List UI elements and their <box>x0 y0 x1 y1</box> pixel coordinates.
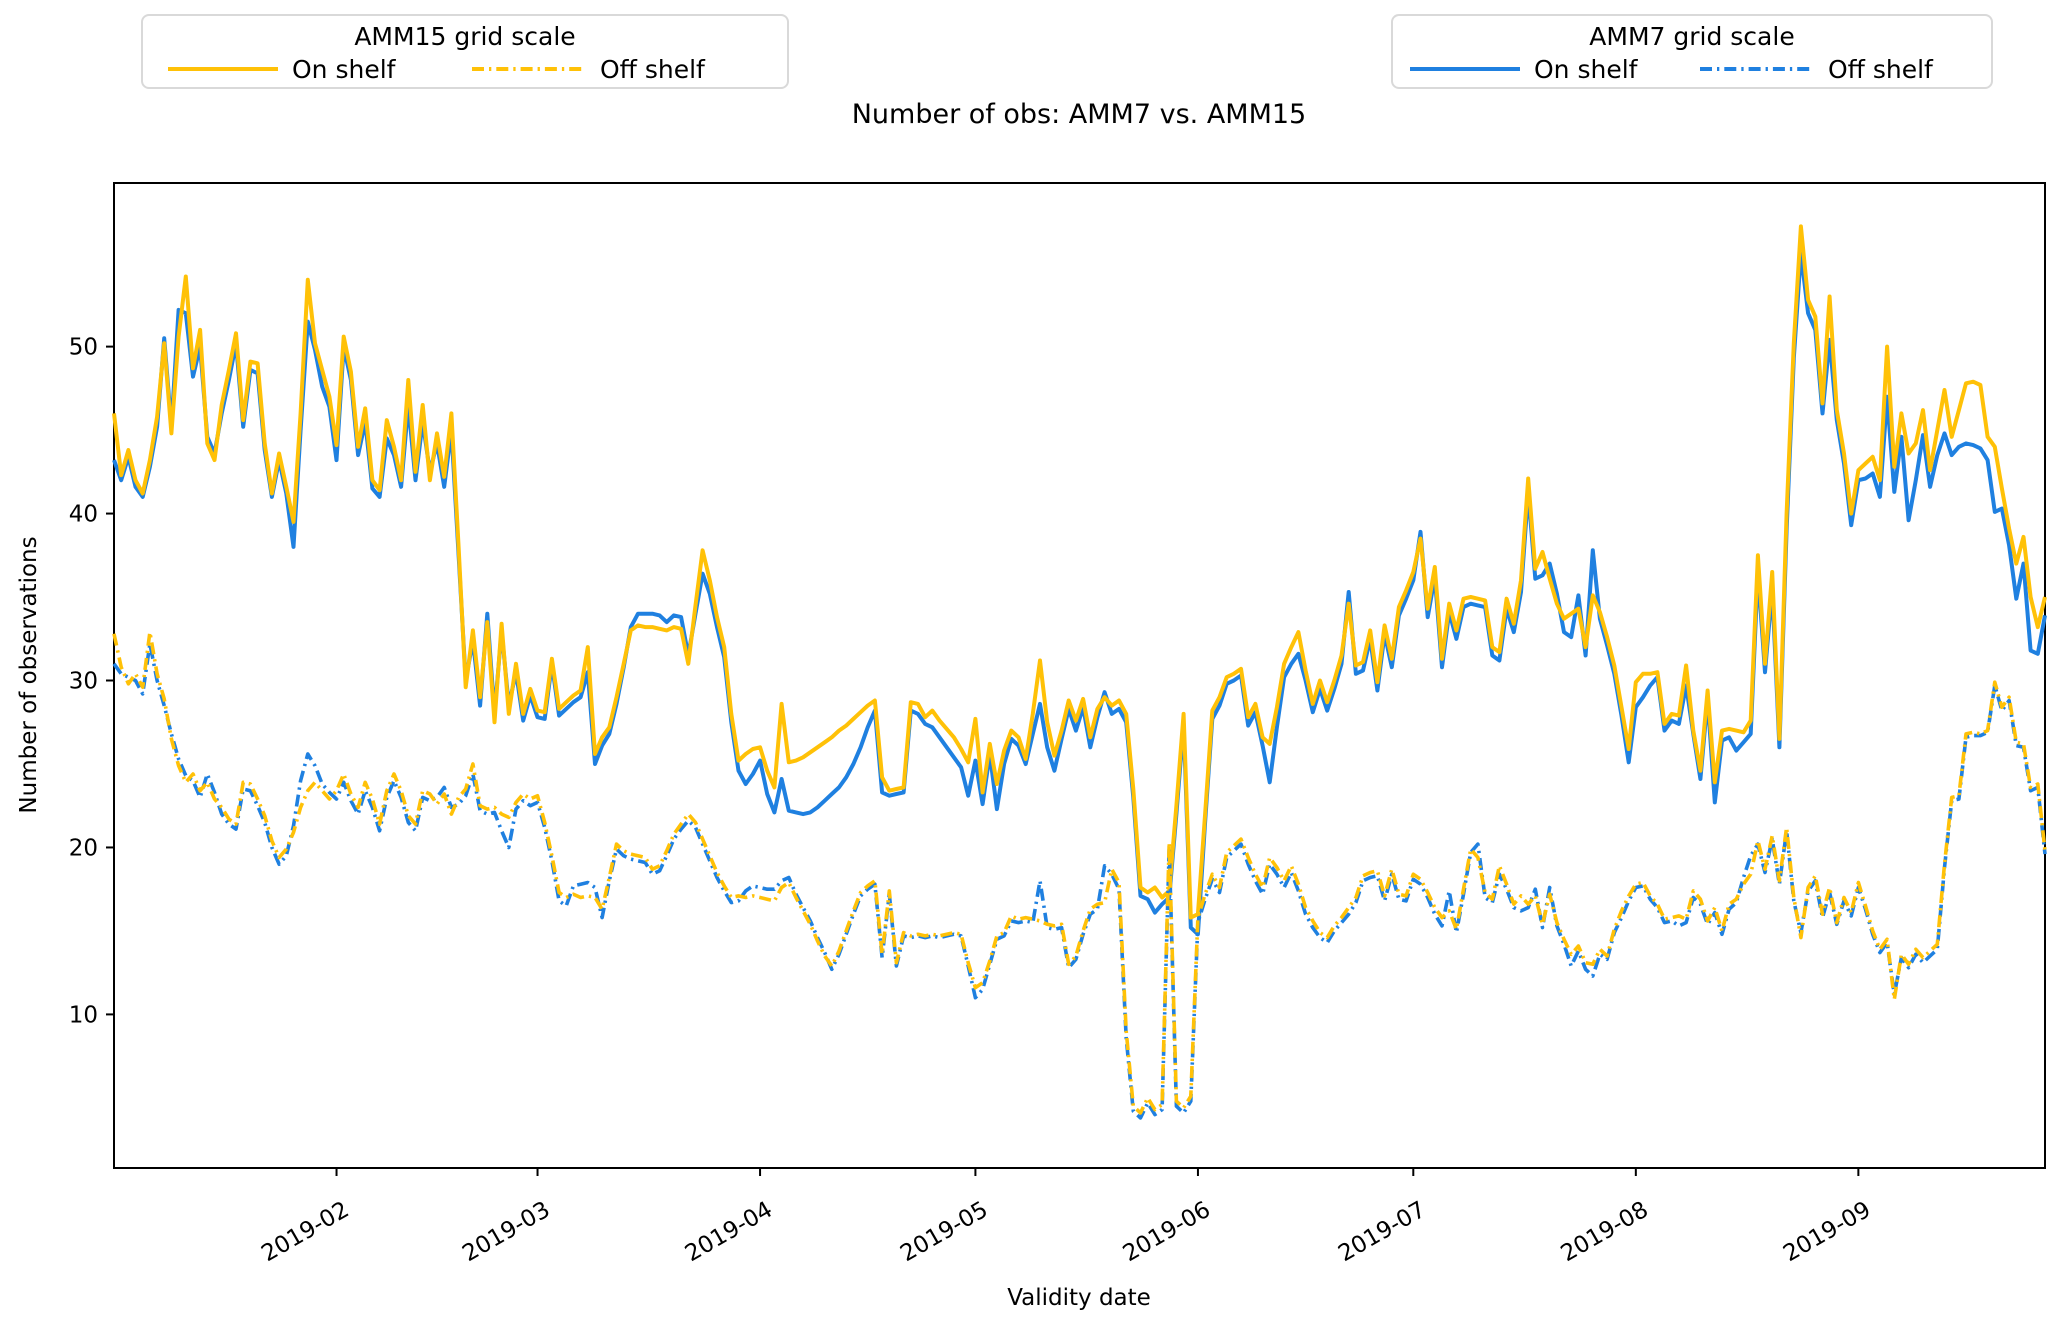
series-amm15-on-shelf-line <box>112 224 2047 920</box>
data-series <box>112 224 2047 1120</box>
legend-amm15-offshelf-label: Off shelf <box>600 55 706 84</box>
x-tick-label: 2019-05 <box>896 1197 992 1268</box>
legend-amm7-box <box>1391 14 1993 89</box>
legend-amm7-offshelf-label: Off shelf <box>1828 55 1934 84</box>
y-tick-label: 10 <box>69 1002 98 1028</box>
legend-amm15: AMM15 grid scale On shelf Off shelf <box>141 14 789 89</box>
y-axis-label: Number of observations <box>16 536 42 813</box>
y-tick-label: 40 <box>69 502 98 528</box>
legend-amm7: AMM7 grid scale On shelf Off shelf <box>1391 14 1993 89</box>
axis-ticks: 10 20 30 40 50 2019-02 2019-03 2019-04 2019-05 20… <box>69 335 1876 1268</box>
x-tick-label: 2019-07 <box>1334 1197 1430 1268</box>
legend-amm7-title: AMM7 grid scale <box>1589 22 1794 51</box>
x-tick-label: 2019-09 <box>1779 1197 1875 1268</box>
y-tick-label: 20 <box>69 835 98 861</box>
x-tick-label: 2019-06 <box>1119 1197 1215 1268</box>
y-tick-label: 50 <box>69 335 98 361</box>
x-tick-label: 2019-02 <box>257 1197 353 1268</box>
legend-amm15-title: AMM15 grid scale <box>354 22 575 51</box>
plot-frame <box>113 182 2046 1169</box>
legend-amm15-box <box>141 14 789 89</box>
y-tick-label: 30 <box>69 669 98 695</box>
chart-title: Number of obs: AMM7 vs. AMM15 <box>852 99 1307 130</box>
legend-amm7-onshelf-label: On shelf <box>1534 55 1639 84</box>
legend-amm15-onshelf-label: On shelf <box>292 55 397 84</box>
x-tick-label: 2019-03 <box>458 1197 554 1268</box>
x-axis-label: Validity date <box>1007 1285 1151 1311</box>
series-amm15-off-shelf-line <box>112 630 2047 1115</box>
x-tick-label: 2019-08 <box>1557 1197 1653 1268</box>
x-tick-label: 2019-04 <box>681 1197 777 1268</box>
